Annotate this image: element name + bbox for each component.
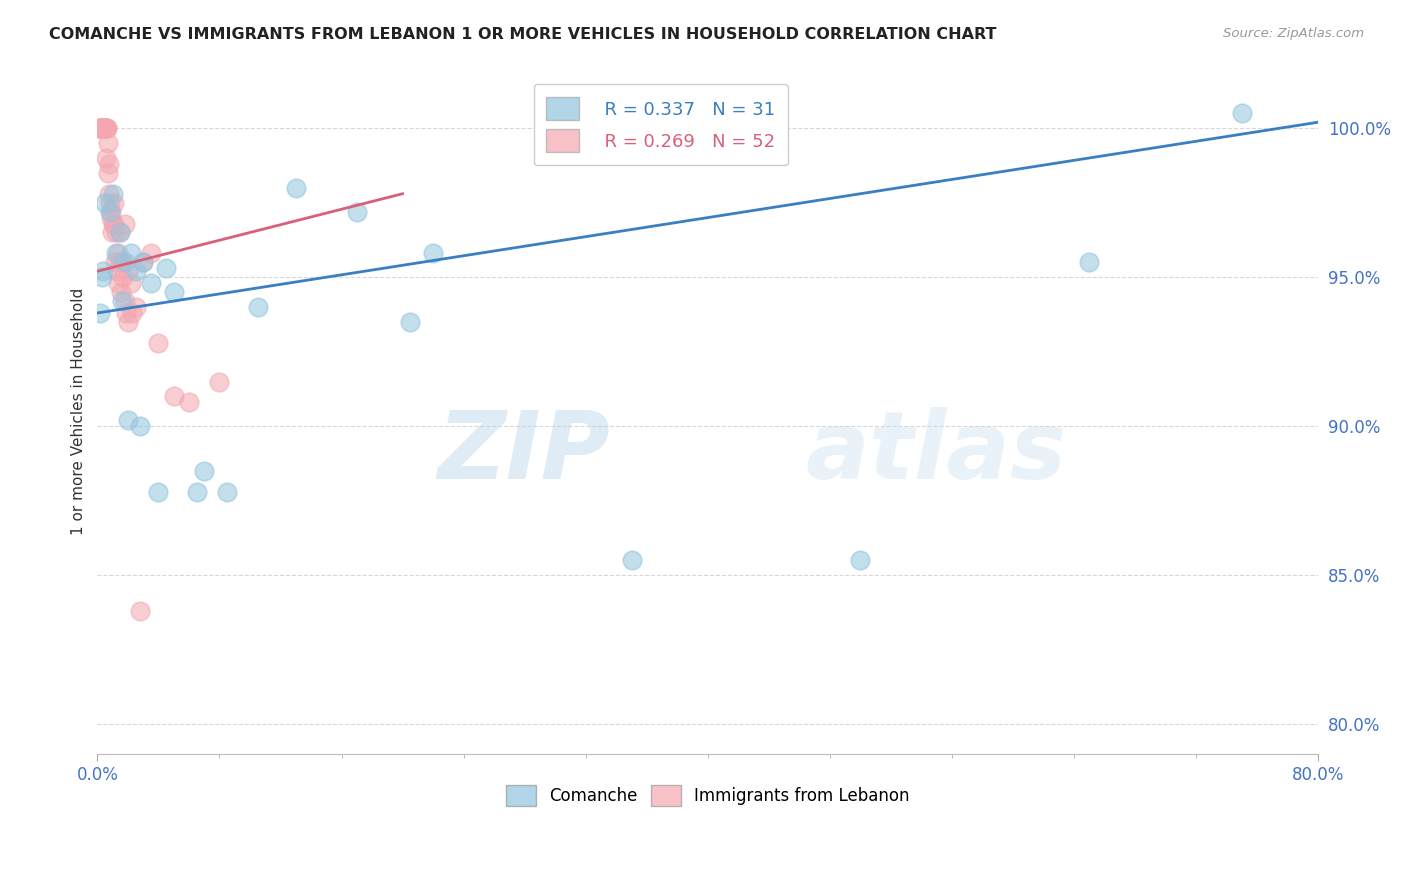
Point xyxy=(155,261,177,276)
Text: Source: ZipAtlas.com: Source: ZipAtlas.com xyxy=(1223,27,1364,40)
Point xyxy=(93,121,115,136)
Point xyxy=(111,255,134,269)
Point xyxy=(98,204,121,219)
Point xyxy=(93,121,115,136)
Point xyxy=(97,157,120,171)
Point xyxy=(94,195,117,210)
Point xyxy=(89,121,111,136)
Point xyxy=(104,226,127,240)
Point xyxy=(91,121,114,136)
Point xyxy=(90,270,112,285)
Point xyxy=(114,217,136,231)
Point xyxy=(103,217,125,231)
Point xyxy=(97,136,120,150)
Point xyxy=(98,186,121,201)
Point xyxy=(101,186,124,201)
Point xyxy=(94,121,117,136)
Point xyxy=(115,306,138,320)
Point xyxy=(111,294,134,309)
Point xyxy=(91,121,114,136)
Point xyxy=(163,285,186,299)
Text: COMANCHE VS IMMIGRANTS FROM LEBANON 1 OR MORE VEHICLES IN HOUSEHOLD CORRELATION : COMANCHE VS IMMIGRANTS FROM LEBANON 1 OR… xyxy=(49,27,997,42)
Point xyxy=(96,151,118,165)
Point xyxy=(284,181,307,195)
Point xyxy=(90,121,112,136)
Point xyxy=(101,226,124,240)
Point xyxy=(1078,255,1101,269)
Point xyxy=(93,121,115,136)
Text: ZIP: ZIP xyxy=(437,407,610,499)
Point xyxy=(111,270,134,285)
Point xyxy=(97,166,120,180)
Point xyxy=(101,217,124,231)
Point xyxy=(117,413,139,427)
Point xyxy=(120,276,142,290)
Point xyxy=(98,195,121,210)
Point xyxy=(110,226,132,240)
Y-axis label: 1 or more Vehicles in Household: 1 or more Vehicles in Household xyxy=(72,288,86,535)
Legend: Comanche, Immigrants from Lebanon: Comanche, Immigrants from Lebanon xyxy=(498,776,918,814)
Point xyxy=(107,246,129,260)
Point xyxy=(104,246,127,260)
Point xyxy=(132,255,155,269)
Point xyxy=(148,335,170,350)
Point xyxy=(849,553,872,567)
Point xyxy=(110,285,132,299)
Point xyxy=(100,204,122,219)
Point xyxy=(121,306,143,320)
Point xyxy=(89,121,111,136)
Point xyxy=(94,121,117,136)
Point xyxy=(163,389,186,403)
Point xyxy=(148,484,170,499)
Point xyxy=(117,264,139,278)
Point xyxy=(96,121,118,136)
Point xyxy=(139,246,162,260)
Point xyxy=(110,226,132,240)
Point xyxy=(100,211,122,225)
Text: atlas: atlas xyxy=(806,407,1067,499)
Point xyxy=(132,255,155,269)
Point xyxy=(114,255,136,269)
Point xyxy=(90,121,112,136)
Point xyxy=(90,121,112,136)
Point xyxy=(103,195,125,210)
Point xyxy=(93,264,115,278)
Point xyxy=(120,246,142,260)
Point xyxy=(139,276,162,290)
Point xyxy=(114,294,136,309)
Point xyxy=(1230,106,1253,120)
Point xyxy=(89,306,111,320)
Point xyxy=(96,121,118,136)
Point xyxy=(107,276,129,290)
Point xyxy=(246,300,269,314)
Point xyxy=(129,419,152,434)
Point xyxy=(124,264,146,278)
Point xyxy=(129,604,152,618)
Point xyxy=(217,484,239,499)
Point xyxy=(193,464,215,478)
Point xyxy=(108,255,131,269)
Point xyxy=(208,375,231,389)
Point xyxy=(104,255,127,269)
Point xyxy=(117,315,139,329)
Point xyxy=(105,264,128,278)
Point xyxy=(346,204,368,219)
Point xyxy=(620,553,643,567)
Point xyxy=(186,484,208,499)
Point xyxy=(399,315,422,329)
Point xyxy=(177,395,200,409)
Point xyxy=(422,246,444,260)
Point xyxy=(124,300,146,314)
Point xyxy=(87,121,110,136)
